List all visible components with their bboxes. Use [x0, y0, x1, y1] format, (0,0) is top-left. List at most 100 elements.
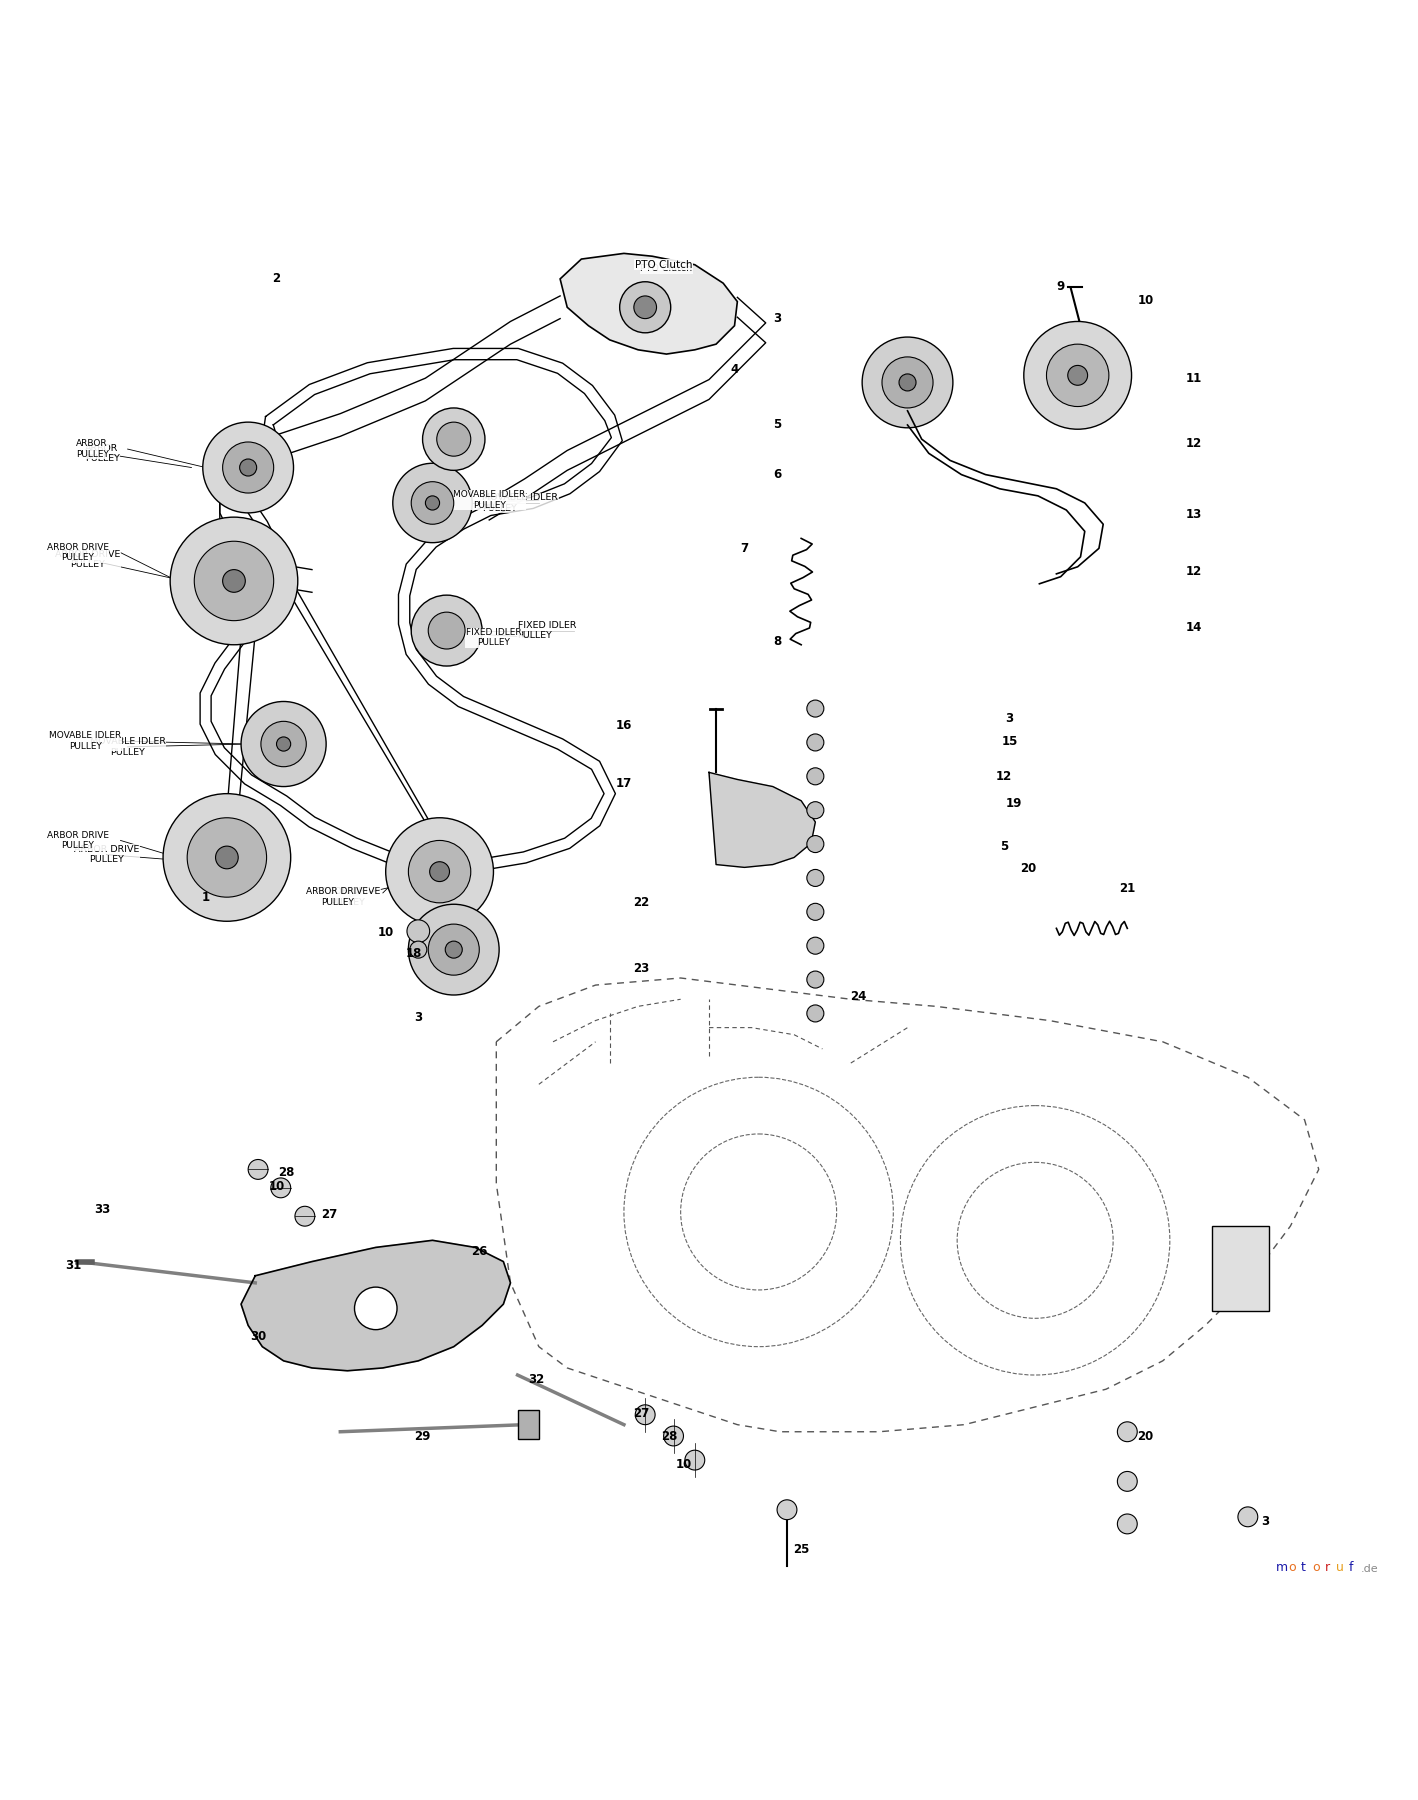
Circle shape — [777, 1499, 797, 1519]
Circle shape — [807, 769, 824, 785]
Text: 12: 12 — [1185, 565, 1202, 578]
Circle shape — [411, 596, 482, 666]
Text: 5: 5 — [1000, 839, 1008, 853]
Text: 29: 29 — [414, 1429, 431, 1442]
Text: t: t — [1300, 1561, 1305, 1573]
Text: ARBOR DRIVE
PULLEY: ARBOR DRIVE PULLEY — [47, 832, 109, 850]
Text: FIXED IDLER
PULLEY: FIXED IDLER PULLEY — [465, 628, 522, 648]
Text: 24: 24 — [849, 990, 866, 1003]
Text: 33: 33 — [94, 1202, 111, 1215]
Circle shape — [437, 423, 471, 455]
Circle shape — [354, 1287, 397, 1330]
Polygon shape — [241, 1240, 510, 1372]
Text: 4: 4 — [730, 364, 739, 376]
Circle shape — [620, 283, 671, 333]
Text: f: f — [1349, 1561, 1353, 1573]
Circle shape — [1024, 322, 1132, 428]
Circle shape — [187, 817, 267, 896]
Circle shape — [216, 846, 238, 869]
Text: 14: 14 — [1185, 621, 1202, 634]
Text: 3: 3 — [1005, 713, 1014, 725]
Circle shape — [685, 1451, 705, 1471]
Circle shape — [248, 1159, 268, 1179]
Text: 10: 10 — [1137, 293, 1154, 306]
Text: 1: 1 — [201, 891, 210, 904]
Text: 16: 16 — [615, 718, 632, 733]
Text: 3: 3 — [414, 1012, 423, 1024]
Text: 26: 26 — [471, 1246, 488, 1258]
Circle shape — [428, 923, 479, 976]
Circle shape — [277, 736, 291, 751]
Circle shape — [393, 463, 472, 542]
Circle shape — [445, 941, 462, 958]
Text: 19: 19 — [1005, 797, 1022, 810]
Text: o: o — [1288, 1561, 1296, 1573]
Circle shape — [407, 920, 430, 943]
Circle shape — [386, 817, 493, 925]
Polygon shape — [560, 254, 737, 355]
Text: 20: 20 — [1137, 1429, 1154, 1442]
FancyBboxPatch shape — [1212, 1226, 1269, 1310]
Text: 28: 28 — [278, 1166, 295, 1179]
Text: ARBOR
PULLEY: ARBOR PULLEY — [85, 443, 119, 463]
Circle shape — [223, 569, 245, 592]
Polygon shape — [709, 772, 815, 868]
Text: 31: 31 — [65, 1260, 82, 1273]
Circle shape — [411, 482, 454, 524]
Text: PTO Clutch: PTO Clutch — [635, 259, 692, 270]
Circle shape — [408, 841, 471, 904]
Text: 2: 2 — [272, 272, 281, 286]
Circle shape — [807, 734, 824, 751]
Text: MOVABLE IDLER
PULLEY: MOVABLE IDLER PULLEY — [89, 738, 166, 756]
Text: 10: 10 — [377, 927, 394, 940]
Text: 7: 7 — [740, 542, 749, 554]
Circle shape — [1117, 1471, 1137, 1492]
Polygon shape — [518, 1411, 539, 1438]
Circle shape — [203, 423, 294, 513]
Text: ARBOR DRIVE
PULLEY: ARBOR DRIVE PULLEY — [315, 887, 380, 907]
Circle shape — [408, 904, 499, 995]
Circle shape — [807, 970, 824, 988]
Text: ARBOR
PULLEY: ARBOR PULLEY — [75, 439, 109, 459]
Text: 5: 5 — [773, 418, 781, 432]
Text: ARBOR DRIVE
PULLEY: ARBOR DRIVE PULLEY — [55, 551, 121, 569]
Text: 22: 22 — [632, 896, 649, 909]
Text: 10: 10 — [675, 1458, 692, 1471]
Text: 18: 18 — [406, 947, 423, 961]
Circle shape — [295, 1206, 315, 1226]
Circle shape — [882, 356, 933, 409]
Circle shape — [194, 542, 274, 621]
Circle shape — [634, 295, 657, 319]
Circle shape — [664, 1426, 683, 1445]
Circle shape — [862, 337, 953, 428]
Text: 23: 23 — [632, 961, 649, 974]
Circle shape — [1068, 365, 1088, 385]
Circle shape — [241, 702, 326, 787]
Circle shape — [423, 409, 485, 470]
Circle shape — [807, 801, 824, 819]
Text: MOVABLE IDLER
PULLEY: MOVABLE IDLER PULLEY — [454, 490, 525, 509]
Text: 8: 8 — [773, 635, 781, 648]
Circle shape — [807, 869, 824, 886]
Text: 15: 15 — [1001, 734, 1018, 747]
Text: PTO Clutch: PTO Clutch — [641, 265, 692, 274]
Circle shape — [807, 835, 824, 853]
Text: u: u — [1336, 1561, 1344, 1573]
Text: 11: 11 — [1185, 371, 1202, 385]
Text: 28: 28 — [661, 1429, 678, 1442]
Text: 12: 12 — [995, 770, 1012, 783]
Circle shape — [271, 1177, 291, 1197]
Circle shape — [807, 700, 824, 716]
Text: ARBOR DRIVE
PULLEY: ARBOR DRIVE PULLEY — [47, 544, 109, 562]
Text: 17: 17 — [615, 778, 632, 790]
Text: MOVABLE IDLER
PULLEY: MOVABLE IDLER PULLEY — [50, 731, 121, 751]
Circle shape — [1238, 1507, 1258, 1526]
Text: 9: 9 — [1056, 279, 1065, 293]
Text: 32: 32 — [527, 1373, 545, 1386]
Text: 27: 27 — [320, 1208, 337, 1220]
Circle shape — [899, 374, 916, 391]
Text: 10: 10 — [268, 1181, 285, 1193]
Text: 27: 27 — [632, 1408, 649, 1420]
Circle shape — [1117, 1422, 1137, 1442]
Text: 6: 6 — [773, 468, 781, 481]
